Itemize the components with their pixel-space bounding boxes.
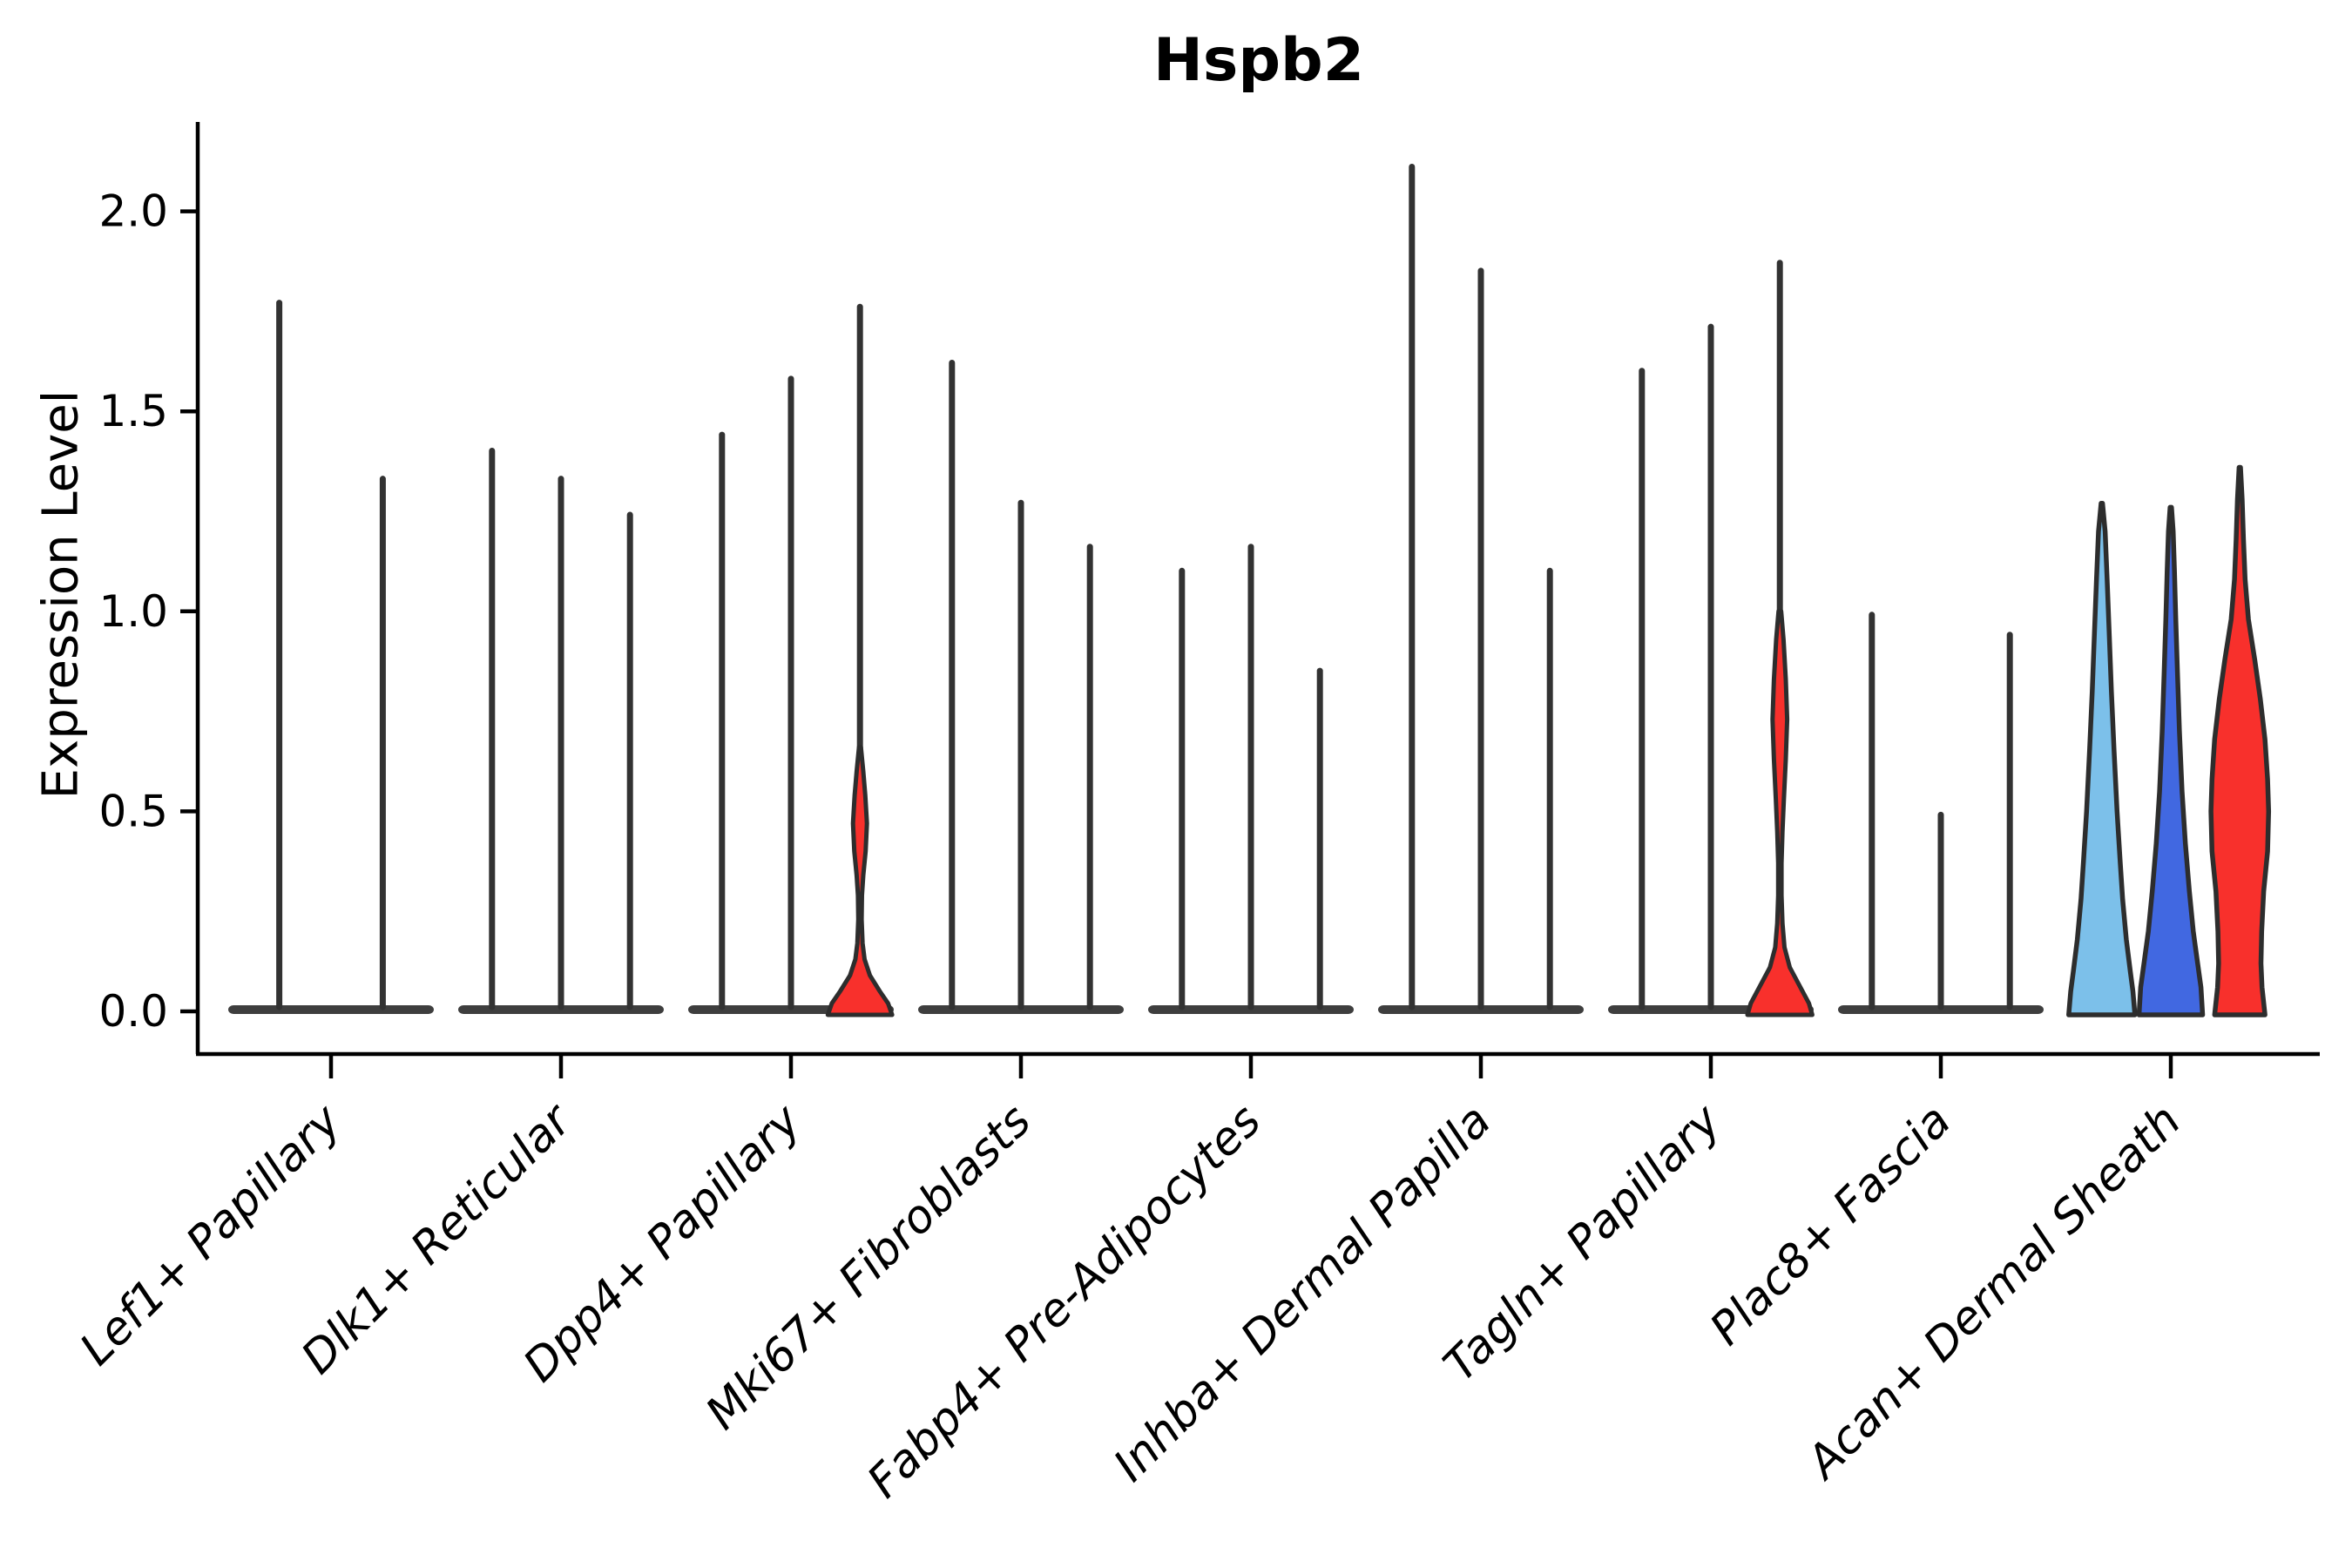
violin-9-2	[2136, 504, 2206, 1017]
x-tick-label-9: Acan+ Dermal Sheath	[1795, 1095, 2191, 1490]
y-tick-label-0.0: 0.0	[98, 986, 168, 1037]
y-tick-label-0.5: 0.5	[98, 786, 168, 836]
y-tick-label-1.0: 1.0	[98, 586, 168, 637]
y-tick-label-2.0: 2.0	[98, 186, 168, 237]
violin-9-3	[2208, 464, 2272, 1017]
x-tick-label-5: Fabp4+ Pre-Adipocytes	[858, 1095, 1272, 1509]
y-axis-title: Expression Level	[32, 389, 90, 800]
violin-belly-3-3	[825, 745, 895, 1017]
violin-9-1	[2066, 501, 2138, 1017]
violin-base-1	[228, 1005, 434, 1014]
x-tick-label-8: Plac8+ Fascia	[1700, 1095, 1961, 1355]
y-tick-label-1.5: 1.5	[98, 386, 168, 436]
x-tick-label-6: Inhba+ Dermal Papilla	[1104, 1095, 1501, 1492]
chart-title: Hspb2	[1152, 26, 1365, 95]
violin-belly-7-3	[1745, 609, 1815, 1017]
